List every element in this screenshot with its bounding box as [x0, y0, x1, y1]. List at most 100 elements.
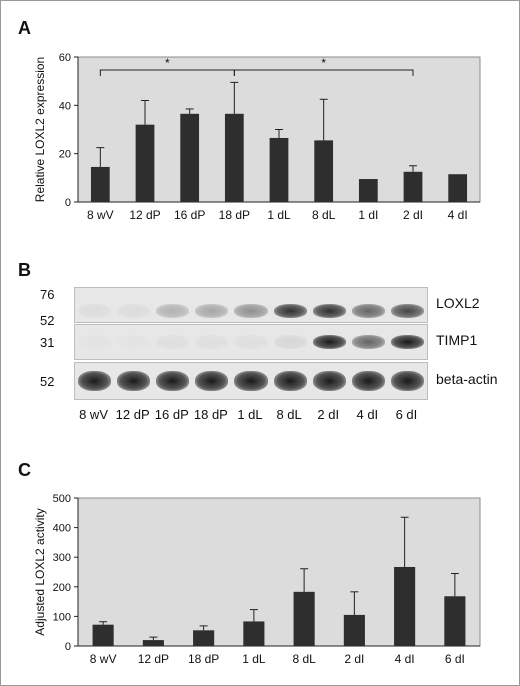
blot-band [351, 335, 385, 349]
blot-lane-label: 6 dI [395, 407, 418, 422]
chart-a-x-tick-label: 1 dL [267, 208, 291, 222]
chart-c-x-tick-label: 8 wV [90, 652, 117, 666]
chart-a-y-tick-label: 20 [59, 149, 71, 161]
blot-band [117, 304, 151, 318]
blot-lane-label: 4 dI [356, 407, 379, 422]
chart-a-y-label: Relative LOXL2 expression [33, 57, 47, 202]
blot-row-label: TIMP1 [436, 332, 478, 348]
chart-c: 0 100 200 300 400 500 Adjusted LOXL2 activity 8… [33, 493, 481, 666]
chart-c-bar [142, 640, 164, 646]
chart-c-bar [343, 614, 365, 646]
chart-c-x-tick-label: 8 dL [292, 652, 316, 666]
chart-a-bar [403, 171, 423, 202]
chart-c-bar [243, 621, 265, 646]
chart-a-x-tick-label: 1 dI [358, 208, 378, 222]
blot-strip-beta-actin [74, 362, 428, 400]
chart-c-x-tick-label: 12 dP [138, 652, 169, 666]
chart-c-bar [193, 630, 215, 646]
chart-a: 0 20 40 60 Relative LOXL2 expression 8 wV 12 d… [33, 52, 481, 222]
blot-lane-label: 8 dL [276, 407, 302, 422]
chart-a-bar [314, 140, 334, 202]
blot-band [195, 371, 229, 391]
chart-a-bar [90, 166, 110, 202]
chart-c-bar [394, 566, 416, 646]
chart-c-y-tick-label: 200 [53, 582, 71, 594]
chart-c-y-label: Adjusted LOXL2 activity [33, 508, 47, 635]
blot-band [390, 335, 424, 349]
chart-a-y-tick-label: 40 [59, 100, 71, 112]
chart-a-y-tick-label: 0 [65, 197, 71, 209]
chart-a-x-tick-label: 8 dL [312, 208, 336, 222]
chart-c-x-tick-label: 6 dI [445, 652, 465, 666]
chart-c-y-tick-label: 100 [53, 611, 71, 623]
blot-band [351, 371, 385, 391]
blot-band [117, 335, 151, 349]
western-blot: 76 52 LOXL2 31 TIMP1 52 beta-actin 8 wV 12 dP 16 … [0, 280, 520, 430]
blot-band [234, 304, 268, 318]
chart-a-x-tick-label: 2 dI [403, 208, 423, 222]
blot-band [156, 335, 190, 349]
blot-band [234, 335, 268, 349]
blot-marker-label: 76 [40, 287, 55, 302]
chart-c-y-tick-label: 0 [65, 641, 71, 653]
blot-band [156, 304, 190, 318]
chart-a-bar [224, 113, 244, 202]
blot-lane-label: 8 wV [79, 407, 108, 422]
blot-band [390, 371, 424, 391]
chart-a-significance-label: * [321, 56, 326, 70]
chart-c-bar [293, 591, 315, 646]
chart-a-x-tick-label: 8 wV [87, 208, 114, 222]
blot-row-label: beta-actin [436, 371, 498, 387]
chart-a-y-tick-label: 60 [59, 52, 71, 64]
blot-band [195, 304, 229, 318]
chart-c-bar [92, 624, 114, 646]
blot-band [312, 335, 346, 349]
chart-c-y-tick-label: 300 [53, 552, 71, 564]
blot-band [78, 371, 112, 391]
blot-band [312, 371, 346, 391]
chart-a-significance-bracket [233, 69, 414, 76]
chart-c-y-tick-label: 500 [53, 493, 71, 505]
chart-c-x-tick-label: 1 dL [242, 652, 266, 666]
blot-band [117, 371, 151, 391]
chart-a-x-tick-label: 12 dP [129, 208, 160, 222]
chart-a-bar [448, 174, 468, 202]
blot-band [234, 371, 268, 391]
panel-a-letter: A [18, 18, 31, 38]
chart-c-plot-area [77, 497, 481, 647]
blot-strip-timp1 [74, 324, 428, 360]
chart-c-bar [444, 596, 466, 646]
chart-c-x-tick-label: 2 dI [344, 652, 364, 666]
chart-c-y-tick-label: 400 [53, 523, 71, 535]
blot-band [273, 371, 307, 391]
blot-band [351, 304, 385, 318]
blot-band [78, 335, 112, 349]
chart-c-x-tick-label: 18 dP [188, 652, 219, 666]
blot-marker-label: 52 [40, 313, 55, 328]
blot-lane-label: 2 dI [317, 407, 340, 422]
chart-a-bar [269, 137, 289, 202]
panel-c-letter: C [18, 460, 31, 480]
panel-b-letter: B [18, 260, 31, 280]
blot-band [156, 371, 190, 391]
chart-a-x-tick-label: 16 dP [174, 208, 205, 222]
blot-marker-label: 31 [40, 335, 55, 350]
blot-lane-label: 16 dP [154, 407, 189, 422]
chart-a-bar [180, 113, 200, 202]
chart-a-x-tick-label: 18 dP [219, 208, 250, 222]
blot-band [78, 304, 112, 318]
blot-band [390, 304, 424, 318]
blot-lane-label: 12 dP [115, 407, 150, 422]
blot-lane-label: 18 dP [193, 407, 228, 422]
chart-a-x-tick-label: 4 dI [448, 208, 468, 222]
blot-band [273, 335, 307, 349]
blot-strip-loxl2 [74, 287, 428, 323]
chart-a-significance-label: * [165, 56, 170, 70]
chart-c-x-tick-label: 4 dI [395, 652, 415, 666]
chart-a-bar [135, 124, 155, 202]
blot-row-label: LOXL2 [436, 295, 480, 311]
blot-band [273, 304, 307, 318]
chart-a-bar [358, 179, 378, 202]
blot-band [312, 304, 346, 318]
blot-lane-label: 1 dL [237, 407, 263, 422]
